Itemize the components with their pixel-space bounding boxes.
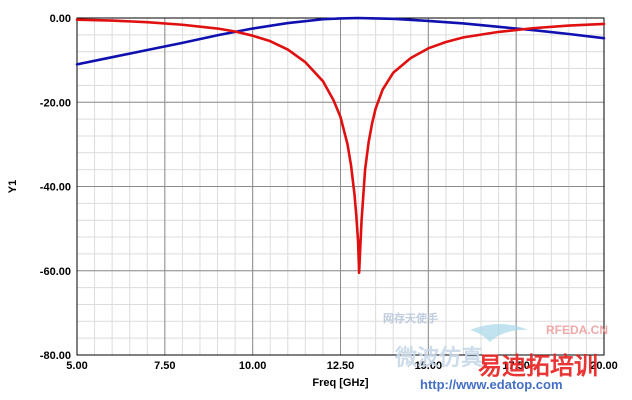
major-grid <box>76 17 605 356</box>
watermark-top-left: 网存天使手 <box>383 311 438 325</box>
watermark-url: http://www.edatop.com <box>420 377 563 392</box>
x-tick-labels: 5.00 7.50 10.00 12.50 15.00 17.50 20.00 <box>66 360 617 372</box>
y-tick-label: -40.00 <box>40 182 71 194</box>
x-tick-label: 12.50 <box>327 360 355 372</box>
x-tick-label: 10.00 <box>239 360 267 372</box>
x-tick-label: 7.50 <box>154 360 175 372</box>
y-tick-label: 0.00 <box>50 13 71 25</box>
watermark-top-right: RFEDA.CN <box>546 323 608 337</box>
series-layer <box>75 16 606 275</box>
y-tick-label: -80.00 <box>40 350 71 362</box>
y-tick-label: -20.00 <box>40 97 71 109</box>
y-tick-label: -60.00 <box>40 266 71 278</box>
y-tick-labels: 0.00 -20.00 -40.00 -60.00 -80.00 <box>40 13 71 362</box>
watermark-middle: 微波仿真 <box>394 345 483 370</box>
x-tick-label: 15.00 <box>415 360 443 372</box>
watermark: 网存天使手 RFEDA.CN 微波仿真 易迪拓培训 http://www.eda… <box>383 311 608 392</box>
watermark-brand: 易迪拓培训 <box>478 352 598 380</box>
x-axis-title: Freq [GHz] <box>312 377 369 389</box>
y-axis-title: Y1 <box>7 180 19 193</box>
series-line-1 <box>75 16 606 66</box>
x-tick-label: 5.00 <box>66 360 87 372</box>
x-tick-label: 20.00 <box>590 360 618 372</box>
bird-logo <box>470 324 528 342</box>
series-line-2 <box>75 18 606 275</box>
x-tick-label: 17.50 <box>502 360 530 372</box>
